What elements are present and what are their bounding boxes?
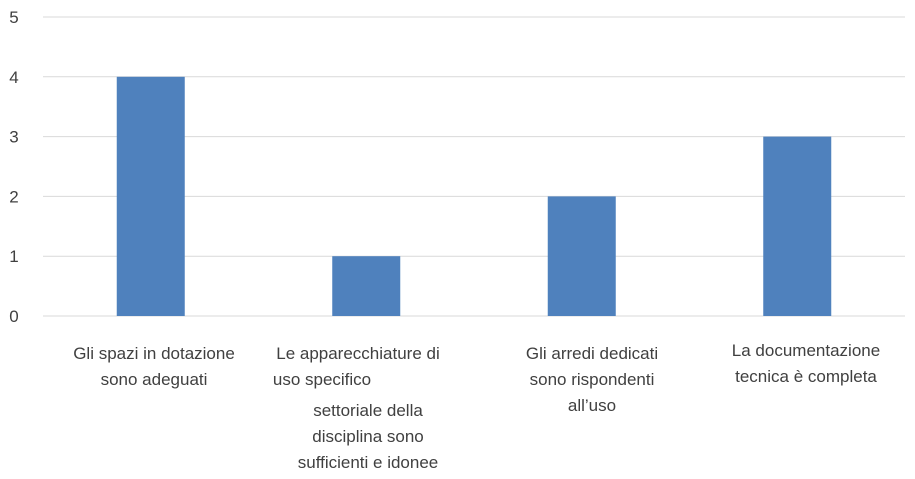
x-category-label: settoriale della [313, 401, 423, 420]
y-tick-label: 5 [9, 8, 18, 27]
gridlines [43, 16, 905, 317]
y-tick-label: 0 [9, 307, 18, 326]
bars [116, 76, 832, 316]
y-tick-label: 2 [9, 187, 18, 206]
x-category-label: uso specifico [273, 370, 371, 389]
bar-3 [547, 196, 616, 316]
x-category-label: Gli arredi dedicati [526, 344, 658, 363]
bar-1 [116, 76, 185, 316]
x-category-label: sono adeguati [101, 370, 208, 389]
x-category-label: all’uso [568, 396, 616, 415]
x-category-label: Le apparecchiature di [276, 344, 440, 363]
bar-2 [332, 256, 401, 316]
x-category-label: disciplina sono [312, 427, 424, 446]
x-category-label: tecnica è completa [735, 367, 877, 386]
y-axis-ticks: 0 1 2 3 4 5 [9, 8, 18, 326]
y-tick-label: 3 [9, 128, 18, 147]
x-axis-labels: Gli spazi in dotazione sono adeguati Le ap… [73, 341, 880, 472]
x-category-label: sono rispondenti [530, 370, 655, 389]
x-category-label: La documentazione [732, 341, 880, 360]
y-tick-label: 1 [9, 247, 18, 266]
bar-4 [763, 136, 832, 316]
x-category-label: Gli spazi in dotazione [73, 344, 235, 363]
y-tick-label: 4 [9, 68, 18, 87]
x-category-label: sufficienti e idonee [298, 453, 439, 472]
